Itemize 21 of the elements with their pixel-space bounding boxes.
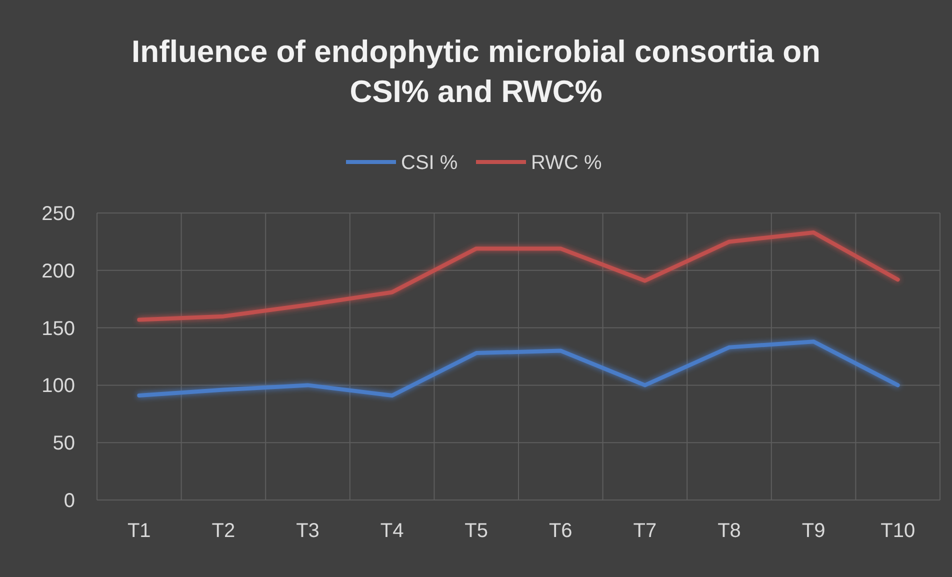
x-tick-label: T4 <box>380 520 404 542</box>
y-tick-label: 200 <box>42 260 75 282</box>
y-tick-label: 100 <box>42 375 75 398</box>
x-tick-label: T7 <box>633 520 657 542</box>
y-tick-label: 250 <box>42 203 75 225</box>
y-tick-label: 50 <box>52 432 75 455</box>
x-tick-label: T3 <box>296 520 320 542</box>
x-tick-label: T10 <box>880 520 916 542</box>
line-series <box>137 340 900 398</box>
x-tick-label: T1 <box>127 520 151 542</box>
line-series <box>137 230 900 322</box>
chart-title: Influence of endophytic microbial consortia on CSI% and RWC% <box>132 34 820 109</box>
x-tick-label: T8 <box>718 520 741 542</box>
legend-label: CSI % <box>401 152 458 174</box>
x-tick-label: T6 <box>548 520 572 542</box>
y-tick-label: 150 <box>42 318 75 340</box>
x-tick-label: T2 <box>212 520 236 542</box>
legend-label: RWC % <box>531 152 602 174</box>
x-tick-label: T9 <box>802 520 826 542</box>
x-tick-label: T5 <box>464 520 488 542</box>
y-tick-label: 0 <box>64 490 75 512</box>
